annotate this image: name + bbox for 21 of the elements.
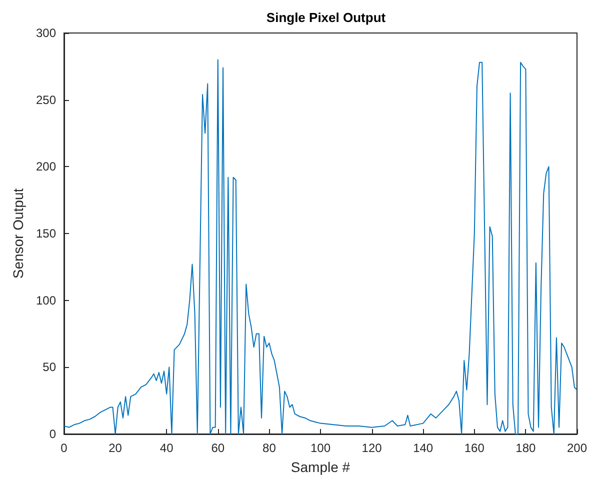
y-tick-label: 150 xyxy=(36,226,56,240)
x-tick-label: 20 xyxy=(108,441,122,455)
x-tick-label: 0 xyxy=(60,441,68,455)
y-tick-label: 0 xyxy=(49,427,56,441)
y-tick-label: 50 xyxy=(42,360,56,374)
y-tick-label: 100 xyxy=(36,293,56,308)
y-axis-title: Sensor Output xyxy=(10,188,26,279)
x-tick-label: 40 xyxy=(160,441,174,455)
x-tick-label: 160 xyxy=(464,441,485,455)
x-tick-label: 80 xyxy=(262,441,276,455)
y-tick-label: 300 xyxy=(36,26,56,40)
x-tick-label: 200 xyxy=(566,441,588,455)
y-tick-label: 250 xyxy=(36,92,56,107)
x-tick-label: 180 xyxy=(516,441,536,455)
x-tick-label: 60 xyxy=(211,441,225,455)
x-tick-label: 120 xyxy=(362,441,382,455)
x-tick-label: 140 xyxy=(413,441,434,455)
y-tick-label: 200 xyxy=(36,160,56,174)
chart-title: Single Pixel Output xyxy=(266,10,386,25)
x-axis-title: Sample # xyxy=(290,459,350,475)
x-tick-label: 100 xyxy=(310,441,331,455)
